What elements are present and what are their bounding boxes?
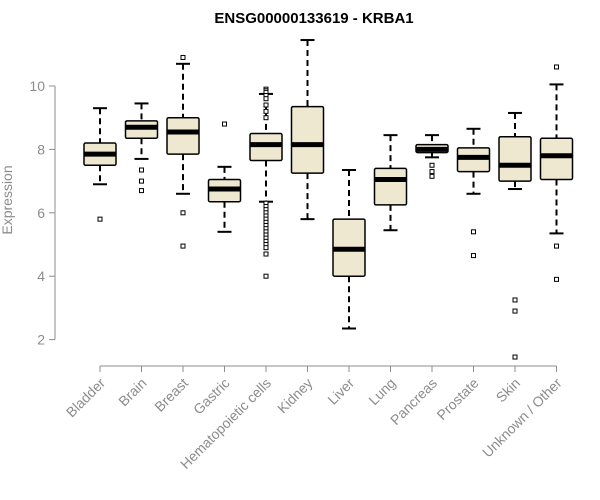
x-tick-label: Liver	[324, 375, 357, 408]
box-bladder	[83, 107, 117, 222]
outlier-point	[554, 276, 559, 282]
outlier-point	[263, 273, 269, 279]
x-tick-label: Brain	[115, 375, 149, 409]
y-tick-label: 10	[29, 78, 45, 94]
outlier-point	[139, 167, 144, 173]
outlier-point	[180, 210, 186, 216]
box-iqr	[290, 105, 325, 174]
outlier-point	[512, 308, 518, 314]
box-gastric	[207, 121, 242, 233]
outlier-point	[263, 245, 269, 251]
outlier-point	[471, 229, 476, 235]
y-tick-label: 4	[37, 268, 45, 284]
box-iqr	[373, 167, 408, 206]
chart-title: ENSG00000133619 - KRBA1	[214, 10, 413, 27]
outlier-point	[263, 115, 269, 121]
outlier-point	[429, 173, 435, 179]
outlier-point	[139, 188, 144, 194]
box-skin	[498, 111, 532, 360]
outlier-point	[222, 121, 227, 127]
outlier-point	[429, 162, 435, 168]
outlier-point	[471, 253, 476, 259]
outlier-point	[139, 178, 144, 184]
x-tick-label: Lung	[365, 375, 398, 408]
x-tick-label: Bladder	[63, 375, 109, 421]
outlier-point	[263, 251, 269, 257]
box-iqr	[166, 116, 200, 155]
outlier-point	[263, 102, 269, 108]
x-tick-label: Kidney	[274, 375, 316, 417]
outlier-point	[429, 169, 435, 175]
box-lung	[373, 134, 408, 232]
box-brain	[124, 102, 159, 194]
outlier-point	[263, 108, 269, 114]
x-tick-label: Breast	[151, 375, 191, 415]
x-tick-label: Skin	[493, 375, 524, 406]
outlier-point	[180, 54, 186, 60]
y-tick-label: 2	[37, 332, 45, 348]
y-tick-label: 8	[37, 141, 45, 157]
outlier-point	[512, 297, 518, 303]
boxes-group	[83, 39, 574, 360]
box-iqr	[539, 137, 574, 181]
box-unknown-other	[539, 64, 574, 282]
y-axis-label: Expression	[0, 165, 15, 234]
outlier-point	[554, 243, 559, 249]
y-tick-label: 6	[37, 205, 45, 221]
outlier-point	[263, 96, 269, 102]
box-prostate	[456, 127, 491, 259]
box-liver	[332, 169, 366, 330]
x-tick-label: Prostate	[433, 375, 481, 423]
outlier-point	[512, 354, 518, 360]
box-hematopoietic-cells	[249, 86, 283, 279]
box-pancreas	[415, 134, 449, 179]
outlier-point	[97, 216, 103, 222]
outlier-point	[180, 243, 186, 249]
box-kidney	[290, 39, 325, 221]
x-tick-label: Unknown / Other	[479, 375, 565, 461]
box-iqr	[498, 135, 532, 182]
box-breast	[166, 54, 200, 249]
outlier-point	[554, 64, 559, 70]
